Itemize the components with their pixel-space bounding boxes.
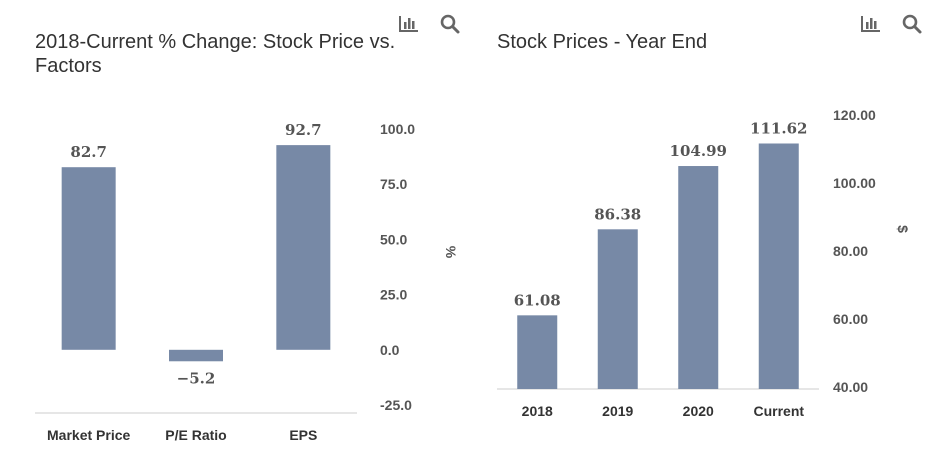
y-tick-label: -25.0 <box>380 397 412 413</box>
bar-2018 <box>517 315 558 389</box>
chart-panel-stock-prices: Stock Prices - Year End $ 120.00 100.00 80… <box>470 0 938 461</box>
data-label: 92.7 <box>285 121 322 139</box>
category-label: EPS <box>289 427 317 443</box>
y-tick-label: 120.00 <box>833 107 876 123</box>
category-label: Current <box>753 403 804 419</box>
y-tick-label: 40.00 <box>833 379 868 395</box>
category-label: P/E Ratio <box>165 427 226 443</box>
bar-chart-icon[interactable] <box>396 12 420 36</box>
y-tick-label: 0.0 <box>380 342 400 358</box>
stock-prices-bar-chart: $ 120.00 100.00 80.00 60.00 40.00 61.08 2018 86… <box>497 107 911 419</box>
category-label: 2019 <box>602 403 633 419</box>
category-label: Market Price <box>47 427 130 443</box>
bar-market-price <box>61 167 116 350</box>
search-icon[interactable] <box>438 12 462 36</box>
data-label: 86.38 <box>594 205 641 223</box>
y-tick-label: 50.0 <box>380 231 407 247</box>
percent-change-bar-chart: % 100.0 75.0 50.0 25.0 0.0 -25.0 82.7 Market Pr… <box>35 121 459 443</box>
chart-title-line-1: 2018-Current % Change: Stock Price vs. <box>35 31 396 53</box>
bar-chart-icon[interactable] <box>858 12 882 36</box>
y-axis-title: % <box>443 246 459 259</box>
chart-panel-percent-change: 2018-Current % Change: Stock Price vs. F… <box>35 12 462 443</box>
y-tick-label: 80.00 <box>833 243 868 259</box>
data-label: 111.62 <box>750 119 807 137</box>
data-label: 61.08 <box>514 291 561 309</box>
bar-current <box>758 143 799 389</box>
y-tick-label: 100.00 <box>833 175 876 191</box>
chart-title: Stock Prices - Year End <box>497 30 857 54</box>
data-label: −5.2 <box>177 369 216 387</box>
y-tick-label: 25.0 <box>380 287 407 303</box>
bar-eps <box>276 145 331 350</box>
chart-title-line-1: Stock Prices - Year End <box>497 31 708 53</box>
bar-2019 <box>597 229 638 389</box>
search-icon[interactable] <box>900 12 924 36</box>
category-label: 2018 <box>522 403 553 419</box>
y-tick-label: 75.0 <box>380 176 407 192</box>
y-axis-title: $ <box>895 225 911 233</box>
data-label: 104.99 <box>670 142 727 160</box>
bar-2020 <box>678 166 719 389</box>
data-label: 82.7 <box>70 143 107 161</box>
y-tick-label: 60.00 <box>833 311 868 327</box>
chart-title: 2018-Current % Change: Stock Price vs. F… <box>35 30 435 78</box>
category-label: 2020 <box>683 403 714 419</box>
y-tick-label: 100.0 <box>380 121 415 137</box>
chart-title-line-2: Factors <box>35 55 102 77</box>
bar-p-e-ratio <box>169 349 223 362</box>
